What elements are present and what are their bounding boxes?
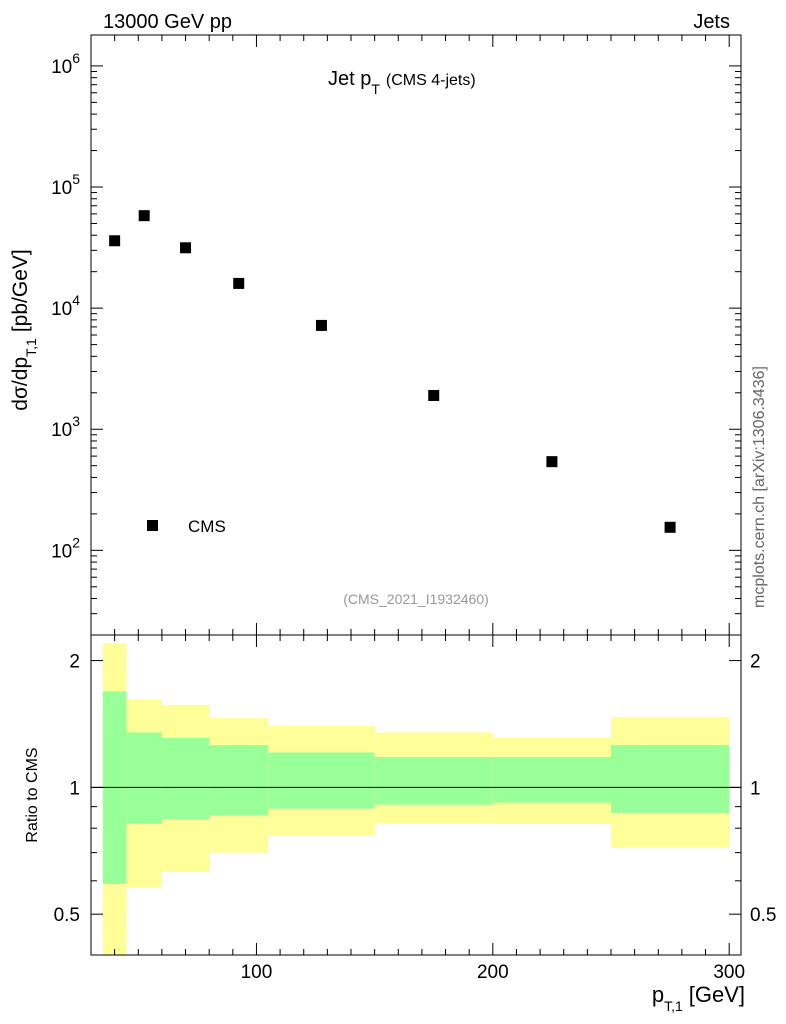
data-point — [233, 277, 245, 289]
data-point — [428, 389, 440, 401]
data-point — [546, 456, 558, 468]
inner-band — [161, 737, 210, 820]
x-axis-label: pT,1 [GeV] — [652, 982, 745, 1014]
y-tick-label: 106 — [51, 50, 80, 78]
data-point — [664, 521, 676, 533]
main-axes-layer: 102 103 104 105 106 — [51, 35, 741, 636]
ratio-axes-layer: 0.5 0.5 1 1 2 2 100 200 300 — [54, 635, 776, 983]
y-tick-label: 103 — [51, 413, 80, 441]
ratio-y-tick-label-left: 0.5 — [54, 905, 80, 926]
header-right: Jets — [693, 11, 730, 33]
legend-label: CMS — [188, 517, 226, 536]
data-point — [109, 235, 121, 247]
main-panel: 102 103 104 105 106 Jet pT (CMS 4-jets) dσ/dp… — [9, 34, 742, 636]
y-tick-label: 104 — [51, 292, 80, 320]
header-left: 13000 GeV pp — [103, 11, 232, 33]
inner-band — [126, 732, 162, 824]
x-tick-label: 200 — [477, 962, 509, 983]
data-point — [138, 210, 150, 222]
ratio-y-axis-label: Ratio to CMS — [24, 747, 41, 842]
ratio-y-tick-label-right: 1 — [750, 778, 761, 799]
x-tick-label: 300 — [713, 962, 745, 983]
side-label: mcplots.cern.ch [arXiv:1306.3436] — [751, 366, 768, 608]
y-axis-label: dσ/dpT,1[pb/GeV] — [9, 249, 39, 410]
y-tick-label: 102 — [51, 534, 80, 562]
data-point — [315, 319, 327, 331]
y-tick-label: 105 — [51, 171, 80, 199]
plot-title: Jet pT (CMS 4-jets) — [328, 68, 476, 97]
ratio-y-tick-label-left: 2 — [69, 652, 80, 673]
main-panel-frame — [90, 34, 742, 636]
x-tick-label: 100 — [241, 962, 273, 983]
ratio-bands-layer — [91, 643, 741, 955]
inner-band — [209, 745, 269, 815]
inner-band — [492, 757, 611, 803]
inner-band — [268, 752, 375, 809]
ratio-y-tick-label-right: 0.5 — [750, 905, 776, 926]
inner-band — [374, 757, 493, 805]
ratio-panel-frame — [90, 634, 742, 956]
analysis-tag: (CMS_2021_I1932460) — [343, 591, 489, 607]
ratio-y-tick-label-left: 1 — [69, 778, 80, 799]
legend-marker — [147, 520, 158, 531]
data-point — [180, 242, 192, 254]
main-points-layer — [109, 210, 676, 533]
ratio-panel: 0.5 0.5 1 1 2 2 100 200 300 Ratio to CMS pT,1 [Ge… — [24, 634, 776, 1014]
inner-band — [611, 745, 730, 813]
ratio-y-tick-label-right: 2 — [750, 652, 761, 673]
